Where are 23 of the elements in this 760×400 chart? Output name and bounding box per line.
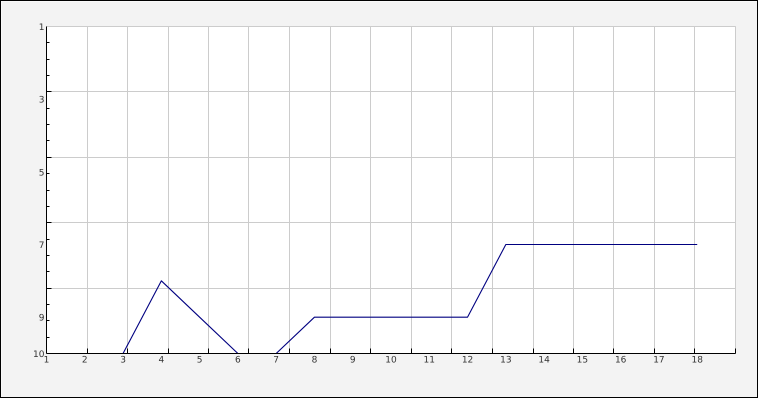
x-tick-label: 18 xyxy=(691,356,704,366)
x-tick-label: 11 xyxy=(424,356,436,366)
x-tick-label: 3 xyxy=(120,356,126,366)
x-tick-label: 4 xyxy=(158,356,164,366)
x-tick-label: 5 xyxy=(196,356,202,366)
x-tick-label: 14 xyxy=(538,356,550,366)
x-tick-label: 17 xyxy=(653,356,665,366)
x-tick-label: 15 xyxy=(576,356,588,366)
y-tick-label: 3 xyxy=(38,96,45,106)
line-series xyxy=(122,244,698,354)
y-tick-label: 7 xyxy=(38,241,45,251)
x-tick-label: 9 xyxy=(350,356,356,366)
y-tick-label: 9 xyxy=(38,314,45,324)
x-tick-label: 10 xyxy=(385,356,397,366)
x-tick-label: 8 xyxy=(312,356,318,366)
y-tick-label: 1 xyxy=(38,23,45,33)
x-tick-label: 6 xyxy=(235,356,242,366)
x-tick-label: 7 xyxy=(273,356,280,366)
x-tick-label: 13 xyxy=(500,356,512,366)
x-tick-label: 16 xyxy=(614,356,627,366)
y-tick-label: 5 xyxy=(38,168,45,178)
x-tick-label: 2 xyxy=(82,356,88,366)
x-tick-label: 12 xyxy=(462,356,474,366)
